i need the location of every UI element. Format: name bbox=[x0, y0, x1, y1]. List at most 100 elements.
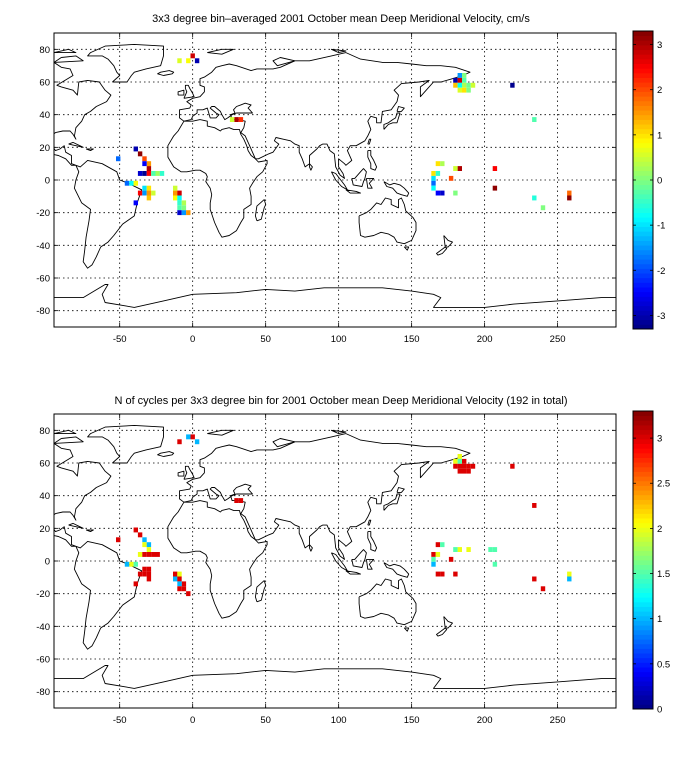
colorbar-segment bbox=[633, 175, 653, 181]
coastline bbox=[367, 531, 378, 552]
x-tick-label: 50 bbox=[260, 715, 271, 726]
data-bin bbox=[440, 571, 445, 577]
coastline bbox=[383, 562, 410, 578]
coastline bbox=[25, 59, 47, 66]
colorbar-segment bbox=[633, 690, 653, 696]
data-bin bbox=[116, 156, 121, 162]
data-bin bbox=[146, 571, 152, 577]
y-tick-label: -40 bbox=[36, 622, 50, 633]
colorbar-segment bbox=[633, 466, 653, 472]
colorbar-segment bbox=[633, 133, 653, 139]
colorbar-segment bbox=[633, 490, 653, 496]
x-tick-label: 0 bbox=[190, 334, 195, 345]
y-tick-label: -20 bbox=[36, 208, 50, 219]
data-bin bbox=[142, 190, 147, 196]
colorbar-segment bbox=[633, 639, 653, 645]
colorbar-segment bbox=[633, 592, 653, 598]
y-tick-label: 60 bbox=[39, 459, 50, 470]
colorbar-segment bbox=[633, 315, 653, 321]
colorbar-segment bbox=[633, 152, 653, 158]
data-bin bbox=[435, 161, 441, 167]
colorbar-segment bbox=[633, 217, 653, 223]
coastline bbox=[68, 522, 84, 529]
data-bin bbox=[431, 171, 436, 176]
data-bin bbox=[173, 185, 178, 191]
colorbar-tick-label: 1.5 bbox=[657, 569, 670, 580]
data-bin bbox=[177, 190, 182, 196]
data-bin bbox=[177, 210, 182, 216]
data-bin bbox=[431, 552, 436, 557]
coastline bbox=[309, 163, 313, 171]
chart-title: N of cycles per 3x3 degree bin for 2001 … bbox=[114, 395, 567, 407]
data-bin bbox=[532, 576, 537, 582]
chart-title: 3x3 degree bin–averaged 2001 October mea… bbox=[152, 13, 530, 25]
colorbar-segment bbox=[633, 254, 653, 260]
coastline bbox=[403, 627, 410, 632]
coastline bbox=[351, 549, 367, 568]
data-bin bbox=[186, 591, 191, 597]
colorbar-segment bbox=[633, 72, 653, 78]
data-bin bbox=[133, 180, 138, 186]
colorbar-segment bbox=[633, 527, 653, 533]
data-bin bbox=[567, 190, 572, 196]
colorbar-segment bbox=[633, 569, 653, 575]
coastline bbox=[177, 89, 185, 96]
colorbar-segment bbox=[633, 287, 653, 293]
coastline bbox=[54, 442, 112, 547]
colorbar-segment bbox=[633, 699, 653, 705]
colorbar-segment bbox=[633, 518, 653, 524]
colorbar-segment bbox=[633, 277, 653, 283]
colorbar-segment bbox=[633, 58, 653, 64]
colorbar-segment bbox=[633, 443, 653, 449]
colorbar-tick-label: 0 bbox=[657, 705, 662, 716]
colorbar-tick-label: -1 bbox=[657, 221, 665, 232]
colorbar-frame bbox=[632, 410, 654, 710]
coastline bbox=[85, 529, 94, 533]
data-bin bbox=[453, 458, 458, 464]
data-bin bbox=[462, 458, 467, 464]
y-tick-label: -20 bbox=[36, 589, 50, 600]
coastline bbox=[443, 616, 453, 629]
cycles-map-panel: N of cycles per 3x3 degree bin for 2001 … bbox=[36, 395, 670, 726]
data-bin bbox=[181, 586, 187, 592]
colorbar-segment bbox=[633, 583, 653, 589]
x-tick-label: 250 bbox=[550, 715, 566, 726]
coastline bbox=[330, 429, 347, 435]
colorbar-tick-label: 0 bbox=[657, 176, 662, 187]
colorbar-segment bbox=[633, 424, 653, 431]
colorbar-segment bbox=[633, 189, 653, 195]
colorbar-segment bbox=[633, 434, 653, 440]
y-tick-label: 40 bbox=[39, 491, 50, 502]
y-tick-label: 0 bbox=[45, 176, 50, 187]
colorbar-segment bbox=[633, 161, 653, 167]
coastline bbox=[207, 429, 234, 436]
data-bin bbox=[146, 166, 152, 171]
coastline bbox=[183, 84, 195, 99]
data-bin bbox=[177, 58, 182, 64]
data-bin bbox=[142, 537, 147, 543]
data-bin bbox=[142, 171, 147, 176]
data-bin bbox=[492, 185, 498, 191]
data-bin bbox=[466, 82, 471, 88]
colorbar-segment bbox=[633, 166, 653, 172]
y-tick-label: -60 bbox=[36, 274, 50, 285]
data-bin bbox=[492, 561, 498, 567]
data-bin bbox=[133, 200, 138, 206]
colorbar-segment bbox=[633, 324, 653, 330]
data-bin bbox=[466, 87, 471, 93]
x-tick-label: 200 bbox=[477, 334, 493, 345]
coastline bbox=[85, 148, 94, 152]
colorbar-segment bbox=[633, 560, 653, 566]
data-bin bbox=[177, 576, 182, 582]
coastline bbox=[396, 106, 405, 112]
colorbar-segment bbox=[633, 114, 653, 120]
colorbar-segment bbox=[633, 291, 653, 297]
data-bin bbox=[146, 542, 152, 548]
coastline bbox=[367, 138, 372, 145]
data-bin bbox=[238, 498, 244, 503]
colorbar-segment bbox=[633, 82, 653, 88]
coastline bbox=[396, 487, 405, 493]
data-bin bbox=[448, 556, 454, 562]
colorbar-segment bbox=[633, 245, 653, 251]
coastline bbox=[167, 500, 268, 619]
